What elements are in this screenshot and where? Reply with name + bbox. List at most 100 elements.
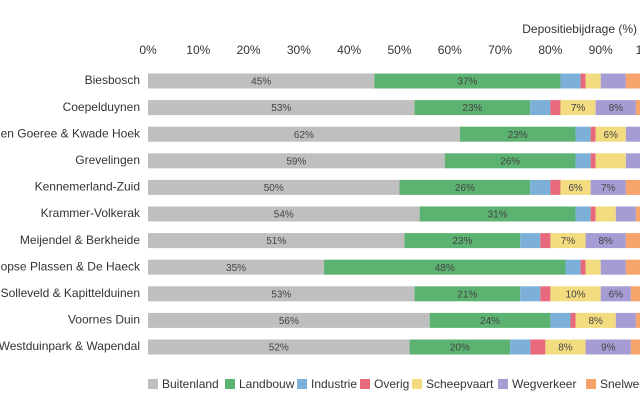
bar-segment — [575, 153, 591, 169]
value-label: 59% — [286, 156, 306, 167]
bar-segment — [530, 339, 546, 355]
bar-segment — [575, 312, 616, 328]
bar-segment — [520, 286, 541, 302]
bar-segment — [590, 179, 626, 195]
bar-segment — [615, 312, 636, 328]
bar-segment — [585, 339, 631, 355]
x-tick-label: 30% — [287, 43, 311, 57]
x-tick-label: 100% — [636, 43, 640, 57]
bar-segment — [550, 233, 586, 249]
value-label: 7% — [571, 103, 586, 114]
legend-swatch — [498, 379, 508, 389]
bar-segment — [399, 179, 531, 195]
legend-swatch — [412, 379, 422, 389]
category-label: Voornes Duin — [68, 313, 140, 327]
bar-segment — [560, 179, 591, 195]
bar-segment — [530, 179, 551, 195]
legend-label: Snelwegen — [600, 377, 640, 391]
bar-segment — [148, 206, 420, 222]
value-label: 8% — [609, 103, 624, 114]
x-tick-label: 80% — [538, 43, 562, 57]
legend-label: Industrie — [311, 377, 357, 391]
value-label: 48% — [435, 263, 455, 274]
bar-segment — [414, 286, 521, 302]
legend-swatch — [225, 379, 235, 389]
bar-segment — [630, 286, 640, 302]
legend-label: Overig — [374, 377, 409, 391]
value-label: 26% — [500, 156, 520, 167]
value-label: 26% — [455, 183, 475, 194]
bar-segment — [404, 233, 521, 249]
value-label: 23% — [508, 130, 528, 141]
bar-segment — [630, 339, 640, 355]
x-tick-label: 70% — [488, 43, 512, 57]
x-tick-label: 90% — [589, 43, 613, 57]
value-label: 24% — [480, 316, 500, 327]
x-tick-label: 60% — [438, 43, 462, 57]
bar-segment — [429, 312, 551, 328]
category-label: Krammer-Volkerak — [41, 206, 141, 220]
bar-segment — [625, 259, 640, 275]
category-label: Grevelingen — [75, 153, 140, 167]
bar-segment — [595, 126, 626, 142]
bar-segment — [530, 100, 551, 116]
value-label: 7% — [561, 236, 576, 247]
value-label: 52% — [269, 343, 289, 354]
bar-segment — [148, 179, 400, 195]
value-label: 35% — [226, 263, 246, 274]
value-label: 45% — [251, 77, 271, 88]
category-label: Coepelduynen — [63, 100, 140, 114]
value-label: 62% — [294, 130, 314, 141]
bar-segment — [590, 206, 596, 222]
value-label: 8% — [558, 343, 573, 354]
value-label: 21% — [457, 289, 477, 300]
value-label: 23% — [462, 103, 482, 114]
bar-segment — [545, 339, 586, 355]
category-label: Biesbosch — [85, 73, 140, 87]
category-label: Solleveld & Kapittelduinen — [1, 286, 140, 300]
bar-segment — [148, 126, 460, 142]
bar-segment — [585, 233, 626, 249]
value-label: 53% — [271, 103, 291, 114]
value-label: 6% — [609, 289, 624, 300]
value-label: 6% — [604, 130, 619, 141]
bar-segment — [148, 286, 415, 302]
bar-segment — [625, 233, 640, 249]
value-label: 50% — [264, 183, 284, 194]
bar-segment — [595, 206, 616, 222]
value-label: 37% — [457, 77, 477, 88]
bar-segment — [595, 153, 626, 169]
bar-segment — [625, 153, 640, 169]
bar-segment — [590, 126, 596, 142]
bar-segment — [550, 100, 561, 116]
bar-segment — [444, 153, 576, 169]
bar-segment — [625, 73, 640, 89]
bar-segment — [324, 259, 566, 275]
bar-segment — [585, 259, 601, 275]
bar-segment — [459, 126, 576, 142]
bar-segment — [550, 312, 571, 328]
legend-swatch — [297, 379, 307, 389]
legend-label: Scheepvaart — [426, 377, 494, 391]
bar-segment — [575, 206, 591, 222]
bar-segment — [510, 339, 531, 355]
category-label: Duinen Goeree & Kwade Hoek — [0, 126, 141, 140]
bar-segment — [148, 73, 375, 89]
bar-segment — [635, 312, 640, 328]
category-label: Nieuwkoopse Plassen & De Haeck — [0, 259, 141, 273]
bar-segment — [590, 153, 596, 169]
bar-segment — [409, 339, 511, 355]
bar-segment — [550, 286, 601, 302]
bar-segment — [615, 206, 636, 222]
bar-segment — [600, 259, 626, 275]
axis-title: Depositiebijdrage (%) — [522, 22, 637, 36]
bar-segment — [585, 73, 601, 89]
bar-segment — [540, 233, 551, 249]
bar-segment — [600, 286, 631, 302]
bar-segment — [148, 153, 445, 169]
value-label: 54% — [274, 210, 294, 221]
legend-swatch — [148, 379, 158, 389]
bar-segment — [148, 312, 430, 328]
bar-segment — [414, 100, 531, 116]
